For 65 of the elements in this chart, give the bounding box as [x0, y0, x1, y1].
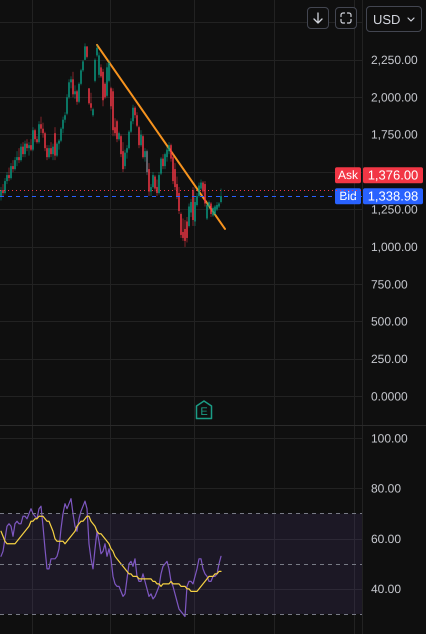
- candlestick: [162, 154, 164, 170]
- y-tick-label: 40.00: [371, 582, 402, 596]
- y-tick-label: 250.00: [371, 352, 408, 366]
- candlestick: [32, 126, 34, 152]
- candlestick: [194, 197, 196, 226]
- candlestick: [50, 142, 52, 158]
- annotation: E: [199, 406, 209, 418]
- y-tick-label: 750.00: [371, 277, 408, 292]
- candlestick: [214, 204, 216, 216]
- currency-dropdown: USD: [366, 6, 422, 32]
- y-tick-label: 1,750.00: [371, 128, 418, 142]
- candlestick: [20, 143, 22, 162]
- candlestick: [84, 43, 86, 60]
- candlestick: [48, 144, 50, 159]
- y-axis-title: USD: [373, 12, 400, 26]
- candlestick: [212, 206, 214, 218]
- y-tick-label: 0.0000: [371, 390, 408, 404]
- candlestick: [26, 138, 28, 152]
- candlestick: [116, 119, 118, 142]
- candlestick: [30, 138, 32, 152]
- candlestick: [56, 142, 58, 158]
- candlestick: [22, 142, 24, 158]
- candlestick: [12, 160, 14, 172]
- candlestick: [188, 203, 190, 228]
- candlestick: [142, 134, 144, 159]
- y-tick-label: 1,000.00: [371, 240, 418, 254]
- candlestick: [216, 202, 218, 212]
- candlestick: [94, 58, 96, 83]
- candlestick: [74, 85, 76, 100]
- candlestick: [24, 140, 26, 158]
- candlestick: [146, 149, 148, 176]
- text: 1,376.00: [368, 168, 418, 183]
- candlestick: [40, 116, 42, 134]
- y-tick-label: 100.00: [371, 432, 408, 446]
- candlestick: [186, 216, 188, 243]
- line-series: [0, 498, 222, 618]
- ref-line-label: Bid: [339, 189, 357, 204]
- candlestick: [140, 130, 142, 147]
- candlestick: [54, 126, 56, 160]
- candlestick: [38, 120, 40, 144]
- candlestick: [220, 188, 222, 204]
- y-tick-label: 1,250.00: [371, 202, 418, 217]
- candlestick: [28, 142, 30, 156]
- candlestick: [18, 148, 20, 164]
- candlestick: [16, 150, 18, 166]
- y-tick-label: 60.00: [371, 532, 402, 546]
- candlestick: [72, 72, 74, 98]
- y-tick-label: 80.00: [371, 482, 402, 496]
- y-tick-label: 500.00: [371, 314, 408, 329]
- candlestick: [34, 128, 36, 142]
- y-tick-label: 2,250.00: [371, 52, 418, 67]
- line-series: [0, 516, 222, 592]
- legend-label: Ask: [338, 168, 359, 182]
- text: 1,338.98: [368, 188, 418, 204]
- candlestick: [8, 167, 10, 182]
- candlestick: [52, 143, 54, 160]
- candlestick: [124, 149, 126, 170]
- candlestick: [206, 202, 208, 220]
- candlestick: [210, 202, 212, 218]
- y-tick-label: 2,000.00: [371, 90, 418, 104]
- candlestick: [0, 186, 2, 201]
- candlestick: [144, 148, 146, 162]
- candlestick: [184, 220, 186, 248]
- candlestick: [10, 162, 12, 180]
- candlestick: [76, 90, 78, 106]
